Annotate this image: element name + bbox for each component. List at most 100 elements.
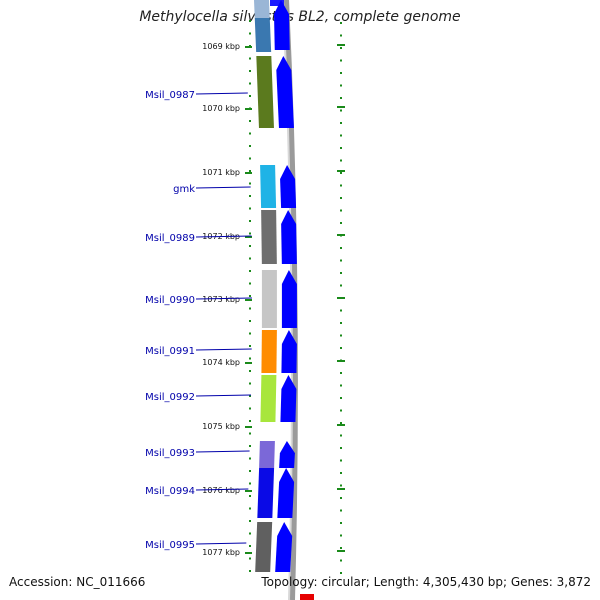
major-tick xyxy=(245,172,252,174)
adjacent-feature-mark xyxy=(300,594,314,600)
gene-block xyxy=(259,441,275,468)
minor-tick xyxy=(340,509,342,512)
major-tick xyxy=(337,360,345,362)
minor-tick xyxy=(249,245,251,247)
minor-tick xyxy=(340,547,342,549)
minor-tick xyxy=(249,307,251,310)
major-tick xyxy=(337,170,345,172)
minor-tick xyxy=(340,22,342,24)
gene-arrow xyxy=(274,0,290,50)
minor-tick xyxy=(340,384,342,387)
minor-tick xyxy=(249,482,251,485)
minor-tick xyxy=(340,172,342,174)
minor-tick xyxy=(340,259,342,262)
major-tick xyxy=(245,299,252,301)
minor-tick xyxy=(340,484,342,487)
minor-tick xyxy=(249,420,251,422)
minor-tick xyxy=(340,272,342,274)
gene-block xyxy=(256,56,274,128)
kbp-label: 1071 kbp xyxy=(202,168,240,177)
minor-tick xyxy=(340,109,342,112)
leader-line xyxy=(195,488,249,491)
minor-tick xyxy=(340,334,342,337)
major-tick xyxy=(337,44,345,46)
gene-block xyxy=(254,18,272,52)
minor-tick xyxy=(249,407,251,410)
gene-label: Msil_0991 xyxy=(145,346,195,357)
gene-arrow xyxy=(281,270,297,328)
gene-label: Msil_0990 xyxy=(145,295,195,306)
gene-arrow xyxy=(279,441,295,468)
gene-block xyxy=(257,468,275,518)
minor-tick xyxy=(249,532,251,535)
minor-tick xyxy=(249,457,251,460)
major-tick xyxy=(337,488,345,490)
kbp-label: 1073 kbp xyxy=(202,295,240,304)
minor-tick xyxy=(249,57,251,60)
minor-tick xyxy=(340,134,342,137)
minor-tick xyxy=(249,257,251,260)
minor-tick xyxy=(249,520,251,522)
minor-tick xyxy=(249,445,251,447)
kbp-label: 1070 kbp xyxy=(202,104,240,113)
map-title: Methylocella silvestris BL2, complete ge… xyxy=(139,9,461,25)
minor-tick xyxy=(340,422,342,424)
kbp-label: 1075 kbp xyxy=(202,422,240,431)
minor-tick xyxy=(340,147,342,149)
major-tick xyxy=(337,297,345,299)
kbp-label: 1077 kbp xyxy=(202,548,240,557)
gene-label: Msil_0989 xyxy=(145,233,195,244)
minor-tick xyxy=(249,395,251,397)
major-tick xyxy=(245,362,252,364)
gene-block xyxy=(261,210,277,264)
major-tick xyxy=(337,234,345,236)
minor-tick xyxy=(340,197,342,199)
minor-tick xyxy=(340,309,342,312)
leader-line xyxy=(195,186,251,189)
major-tick xyxy=(245,108,252,110)
minor-tick xyxy=(340,59,342,62)
minor-tick xyxy=(249,320,251,322)
minor-tick xyxy=(340,434,342,437)
gene-arrow xyxy=(281,210,297,264)
minor-tick xyxy=(340,497,342,499)
minor-tick xyxy=(340,322,342,324)
minor-tick xyxy=(249,557,251,560)
major-tick xyxy=(245,490,252,492)
minor-tick xyxy=(340,447,342,449)
gene-label: Msil_0987 xyxy=(145,90,195,101)
minor-tick xyxy=(340,372,342,374)
major-tick xyxy=(337,424,345,426)
major-tick xyxy=(245,426,252,428)
minor-tick xyxy=(249,157,251,160)
minor-tick xyxy=(340,84,342,87)
leader-line xyxy=(195,348,252,351)
gene-arrow xyxy=(280,165,297,208)
minor-tick xyxy=(249,95,251,97)
minor-tick xyxy=(249,120,251,122)
minor-tick xyxy=(340,122,342,124)
minor-tick xyxy=(249,545,251,547)
gene-arrow xyxy=(281,330,297,373)
minor-tick xyxy=(249,382,251,385)
minor-tick xyxy=(340,34,342,37)
minor-tick xyxy=(249,432,251,435)
minor-tick xyxy=(249,182,251,185)
minor-tick xyxy=(249,195,251,197)
gene-label: Msil_0995 xyxy=(145,540,195,551)
minor-tick xyxy=(249,357,251,360)
adjacent-feature-mark xyxy=(270,0,284,6)
minor-tick xyxy=(340,47,342,49)
gene-arrow xyxy=(280,375,297,422)
minor-tick xyxy=(340,247,342,249)
minor-tick xyxy=(249,507,251,510)
genome-summary-text: Topology: circular; Length: 4,305,430 bp… xyxy=(261,575,591,589)
minor-tick xyxy=(249,82,251,85)
minor-tick xyxy=(249,332,251,335)
leader-line xyxy=(195,450,250,453)
major-tick xyxy=(245,236,252,238)
minor-tick xyxy=(340,534,342,537)
minor-tick xyxy=(249,207,251,210)
minor-tick xyxy=(249,220,251,222)
